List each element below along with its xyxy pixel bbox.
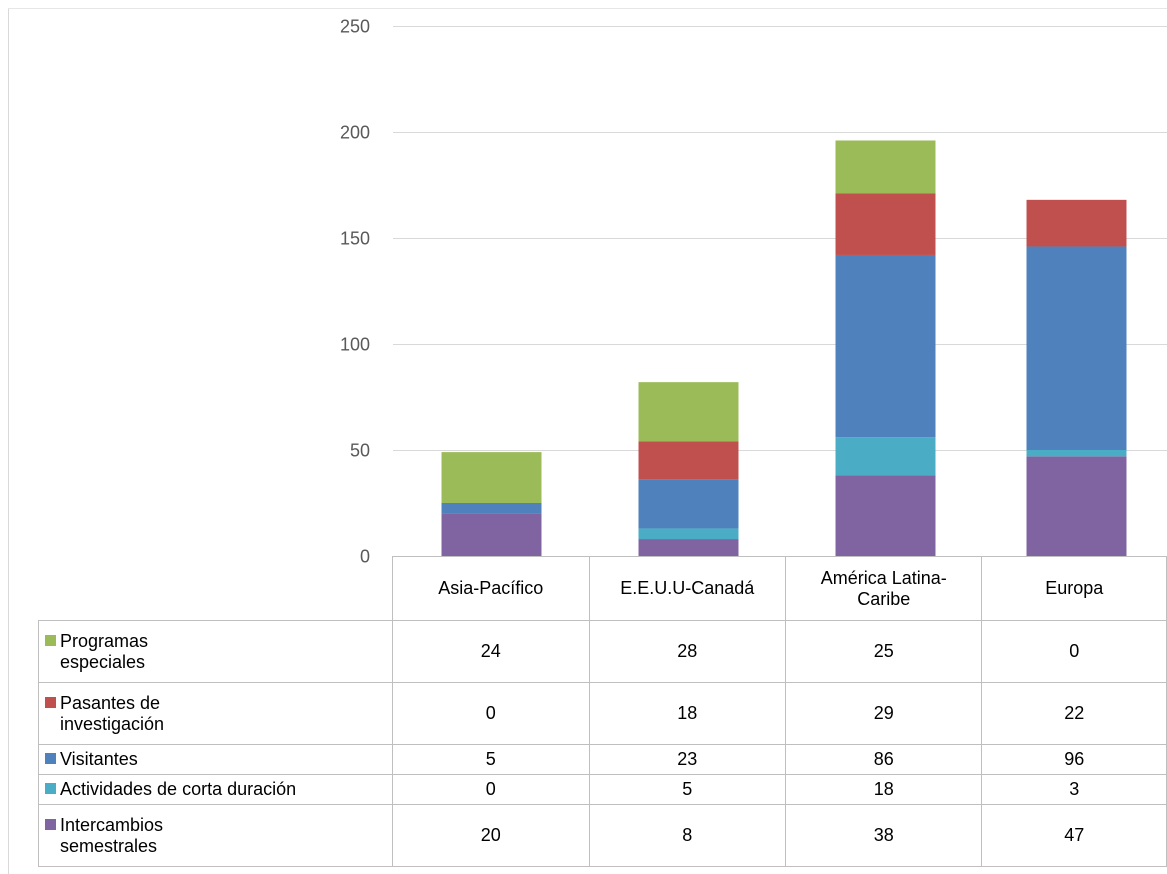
row-label: Intercambios semestrales <box>60 814 164 856</box>
table-cell: 86 <box>784 744 983 775</box>
bar-segment <box>1026 199 1127 247</box>
bar-segment <box>638 382 739 442</box>
legend-key-programas-especiales <box>45 634 56 646</box>
y-tick-label: 150 <box>340 229 370 249</box>
table-cell: 20 <box>392 804 590 867</box>
table-cell: 0 <box>392 682 590 745</box>
y-tick-label: 100 <box>340 335 370 355</box>
legend-key-pasantes-de-investigacion <box>45 696 56 708</box>
bar-segment <box>1026 456 1127 556</box>
bar-segment <box>638 479 739 529</box>
table-cell: 18 <box>588 682 786 745</box>
y-tick-label: 250 <box>340 17 370 37</box>
bar-segment <box>835 475 936 556</box>
row-header: Programas especiales <box>37 620 394 683</box>
bar-stacks <box>441 140 1127 556</box>
y-tick-label: 200 <box>340 123 370 143</box>
table-cell: 5 <box>588 774 786 805</box>
row-header: Intercambios semestrales <box>37 804 394 867</box>
table-cell: 96 <box>981 744 1167 775</box>
row-header: Visitantes <box>37 744 394 775</box>
row-header: Actividades de corta duración <box>37 774 394 805</box>
bar-segment <box>835 140 936 194</box>
table-row: Pasantes de investigación 0 18 29 22 <box>37 682 1167 745</box>
bar-segment <box>441 452 542 503</box>
table-cell: 3 <box>981 774 1167 805</box>
table-cell: 8 <box>588 804 786 867</box>
row-label: Visitantes <box>60 749 138 769</box>
legend-key-intercambios-semestrales <box>45 818 56 830</box>
table-cell: 28 <box>588 620 786 683</box>
bar-segment <box>1026 246 1127 450</box>
legend-key-actividades-de-corta-duracion <box>45 783 56 794</box>
chart-frame-top <box>8 8 1167 9</box>
table-row: Visitantes 5 23 86 96 <box>37 744 1167 775</box>
table-cell: 29 <box>784 682 983 745</box>
column-header: América Latina- Caribe <box>784 556 983 621</box>
table-row: Programas especiales 24 28 25 0 <box>37 620 1167 683</box>
bar-segment <box>1026 450 1127 457</box>
table-cell: 22 <box>981 682 1167 745</box>
bar-segment <box>638 528 739 540</box>
column-header: Asia-Pacífico <box>392 556 590 621</box>
table-cell: 24 <box>392 620 590 683</box>
table-corner <box>38 556 394 621</box>
row-label: Programas especiales <box>60 630 149 672</box>
bar-segment <box>638 441 739 480</box>
table-header-row: Asia-Pacífico E.E.U.U-Canadá América Lat… <box>38 556 1167 621</box>
table-cell: 47 <box>981 804 1167 867</box>
table-row: Intercambios semestrales 20 8 38 47 <box>37 804 1167 867</box>
bar-segment <box>835 254 936 438</box>
row-label: Pasantes de investigación <box>60 692 165 734</box>
table-cell: 18 <box>784 774 983 805</box>
legend-key-visitantes <box>45 753 56 764</box>
chart-frame-left <box>8 8 9 874</box>
table-row: Actividades de corta duración 0 5 18 3 <box>37 774 1167 805</box>
bar-segment <box>835 193 936 255</box>
row-label: Actividades de corta duración <box>60 779 297 799</box>
row-header: Pasantes de investigación <box>37 682 394 745</box>
column-header: E.E.U.U-Canadá <box>588 556 786 621</box>
table-cell: 0 <box>392 774 590 805</box>
bar-segment <box>441 503 542 514</box>
bar-segment <box>638 539 739 556</box>
bar-segment <box>835 437 936 476</box>
table-cell: 23 <box>588 744 786 775</box>
column-header: Europa <box>981 556 1167 621</box>
table-cell: 25 <box>784 620 983 683</box>
table-cell: 38 <box>784 804 983 867</box>
bar-segment <box>441 513 542 556</box>
y-tick-label: 50 <box>350 441 370 461</box>
table-cell: 0 <box>981 620 1167 683</box>
table-cell: 5 <box>392 744 590 775</box>
data-table: Asia-Pacífico E.E.U.U-Canadá América Lat… <box>37 556 1167 867</box>
